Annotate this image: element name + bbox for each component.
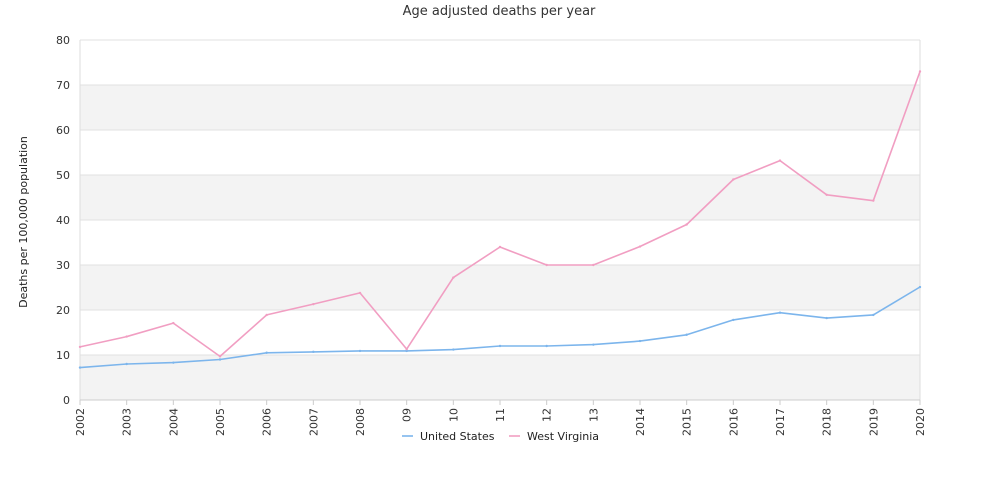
x-tick-label: 2006 [261,408,274,436]
data-point-united-states[interactable] [498,344,502,348]
y-tick-label: 50 [56,169,70,182]
data-point-west-virginia[interactable] [825,193,828,196]
series-west-virginia [78,70,922,358]
data-point-united-states[interactable] [825,316,828,320]
data-point-united-states[interactable] [172,361,175,364]
data-point-west-virginia[interactable] [592,263,595,267]
data-point-united-states[interactable] [125,362,128,366]
data-point-west-virginia[interactable] [545,263,548,267]
x-tick-label: 2004 [167,408,180,436]
legend-label: West Virginia [527,430,599,443]
data-point-united-states[interactable] [685,333,688,336]
data-point-west-virginia[interactable] [265,313,268,317]
data-point-west-virginia[interactable] [685,223,688,226]
data-point-west-virginia[interactable] [125,335,128,338]
y-tick-label: 30 [56,259,70,272]
x-tick-label: 2008 [354,408,367,436]
grid-band [80,310,920,355]
y-tick-label: 40 [56,214,70,227]
x-tick-label: 12 [541,408,554,422]
y-tick-label: 70 [56,79,70,92]
y-axis-title: Deaths per 100,000 population [17,136,30,308]
data-point-west-virginia[interactable] [872,199,875,202]
data-point-united-states[interactable] [545,344,548,348]
x-tick-label: 2017 [774,408,787,436]
x-tick-label: 2003 [121,408,134,436]
data-point-united-states[interactable] [872,313,875,317]
data-point-united-states[interactable] [918,285,922,289]
data-point-west-virginia[interactable] [78,345,82,349]
x-tick-label: 2002 [74,408,87,436]
y-tick-label: 10 [56,349,70,362]
x-tick-label: 13 [587,408,600,422]
x-tick-label: 2007 [307,408,320,436]
data-point-west-virginia[interactable] [172,321,175,325]
x-tick-label: 2005 [214,408,227,436]
y-tick-label: 80 [56,34,70,47]
y-axis: 0 10 20 30 40 50 60 70 80 [56,34,70,407]
plot-background [79,39,921,401]
data-point-united-states[interactable] [358,349,362,353]
data-point-united-states[interactable] [452,348,455,351]
series-united-states [78,285,922,369]
x-tick-label: 11 [494,408,507,422]
x-tick-label: 09 [401,408,414,422]
chart-title: Age adjusted deaths per year [403,4,596,19]
legend-label: United States [420,430,495,443]
x-tick-label: 2016 [727,408,740,436]
data-point-united-states[interactable] [592,343,595,346]
data-point-west-virginia[interactable] [498,245,502,249]
data-point-west-virginia[interactable] [452,276,455,279]
data-point-west-virginia[interactable] [732,178,735,181]
x-axis: 2002 2003 2004 2005 2006 2007 2008 09 10 11 12 13 20… [74,400,927,436]
data-point-west-virginia[interactable] [638,245,642,248]
data-point-united-states[interactable] [732,318,735,322]
series-lines [78,70,922,369]
legend[interactable]: United States West Virginia [402,430,599,443]
grid-band [80,355,920,400]
data-point-west-virginia[interactable] [358,291,362,295]
grid-band [80,85,920,130]
legend-item-united-states[interactable]: United States [402,430,495,443]
data-point-united-states[interactable] [638,339,642,343]
grid-band [80,40,920,85]
x-tick-label: 2018 [821,408,834,436]
data-point-united-states[interactable] [265,351,268,354]
x-tick-label: 2014 [634,408,647,436]
x-tick-label: 10 [447,408,460,422]
data-point-west-virginia[interactable] [778,159,782,162]
data-point-united-states[interactable] [778,311,782,314]
grid-band [80,220,920,265]
y-tick-label: 20 [56,304,70,317]
data-point-united-states[interactable] [405,349,408,353]
y-tick-label: 0 [63,394,70,407]
x-tick-label: 2019 [867,408,880,436]
grid-band [80,175,920,220]
data-point-west-virginia[interactable] [218,355,222,358]
data-point-united-states[interactable] [312,350,315,354]
data-point-united-states[interactable] [218,358,222,361]
y-tick-label: 60 [56,124,70,137]
x-tick-label: 2015 [681,408,694,436]
grid-band [80,265,920,310]
grid-band [80,130,920,175]
data-point-west-virginia[interactable] [918,70,922,73]
legend-item-west-virginia[interactable]: West Virginia [509,430,599,443]
data-point-west-virginia[interactable] [405,347,408,351]
x-tick-label: 2020 [914,408,927,436]
data-point-united-states[interactable] [78,366,82,369]
data-point-west-virginia[interactable] [312,302,315,306]
